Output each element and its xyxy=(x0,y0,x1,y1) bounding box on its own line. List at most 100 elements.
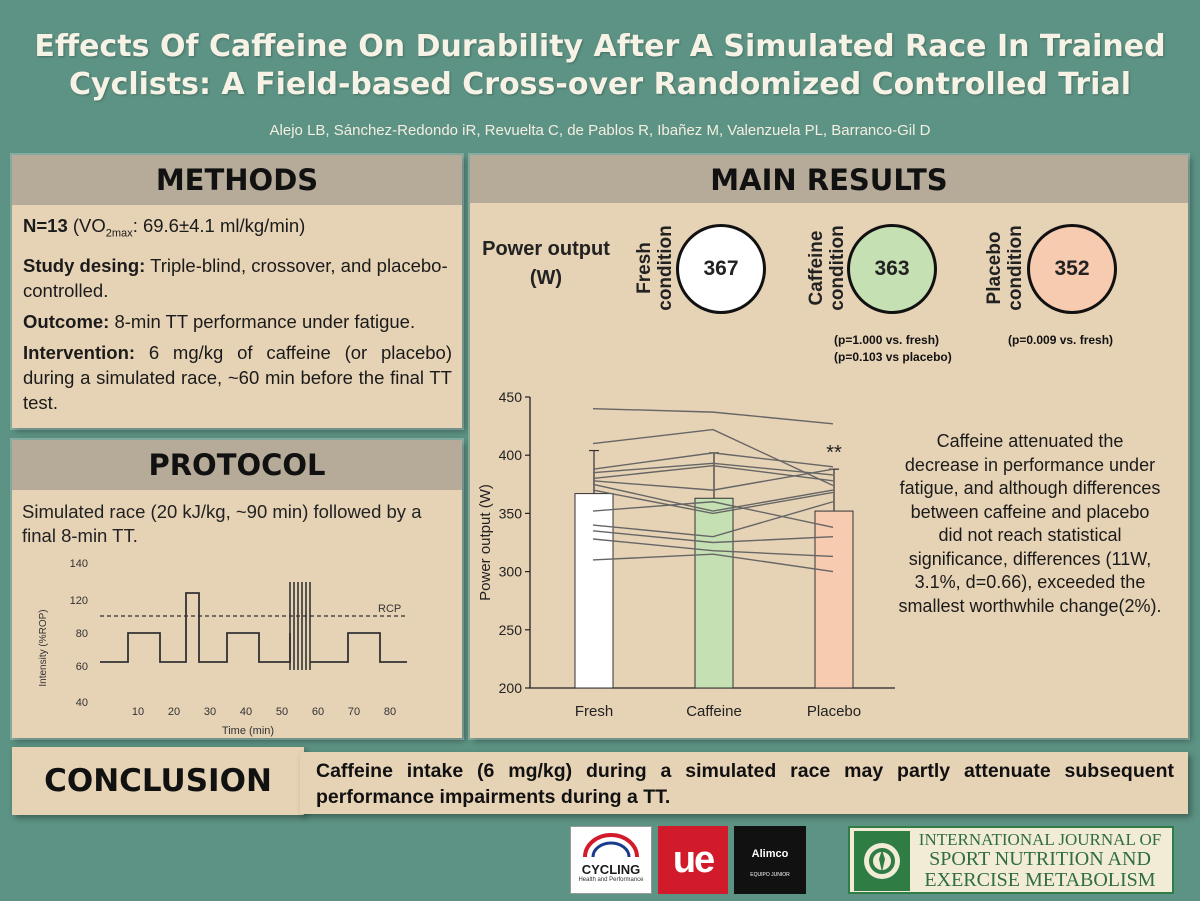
x-category-label: Fresh xyxy=(575,703,613,720)
participant-line xyxy=(592,489,834,515)
protocol-xtick: 20 xyxy=(168,706,180,718)
y-tick-label: 350 xyxy=(499,505,523,521)
ue-logo: ue xyxy=(658,826,728,894)
y-tick-label: 200 xyxy=(499,680,523,696)
outcome: Outcome: 8-min TT performance under fati… xyxy=(23,309,452,334)
protocol-ytick: 140 xyxy=(70,558,88,570)
protocol-xtick: 60 xyxy=(312,706,324,718)
journal-logo-text: INTERNATIONAL JOURNAL OF SPORT NUTRITION… xyxy=(912,830,1168,891)
placebo-pvalues: (p=0.009 vs. fresh) xyxy=(1008,332,1113,349)
title-line-2: Cyclists: A Field-based Cross-over Rando… xyxy=(69,67,1131,102)
journal-emblem-icon xyxy=(854,831,910,891)
bar-fresh xyxy=(574,493,614,689)
title-line-1: Effects Of Caffeine On Durability After … xyxy=(34,29,1166,64)
fresh-condition-label: Fresh condition xyxy=(634,225,676,311)
bar-placebo xyxy=(814,510,854,689)
conclusion-text: Caffeine intake (6 mg/kg) during a simul… xyxy=(300,752,1188,814)
protocol-ytick: 40 xyxy=(76,697,88,709)
outcome-text: 8-min TT performance under fatigue. xyxy=(109,310,416,332)
methods-panel: METHODS N=13 (VO2max: 69.6±4.1 ml/kg/min… xyxy=(12,155,462,428)
poster-title: Effects Of Caffeine On Durability After … xyxy=(0,28,1200,104)
vo2-subscript: 2max xyxy=(105,227,133,240)
participant-line xyxy=(592,538,834,558)
intervention-label: Intervention: xyxy=(23,341,136,363)
x-category-label: Caffeine xyxy=(686,703,742,720)
y-tick-label: 400 xyxy=(499,447,523,463)
cycling-arc-icon xyxy=(583,833,639,858)
participant-line xyxy=(592,428,834,487)
author-list: Alejo LB, Sánchez-Redondo iR, Revuelta C… xyxy=(269,122,931,139)
placebo-value-circle: 352 xyxy=(1027,224,1117,314)
y-axis-label: Power output (W) xyxy=(477,484,494,601)
participant-line xyxy=(592,501,834,529)
protocol-xlabel: Time (min) xyxy=(222,725,274,737)
participant-line xyxy=(592,407,834,425)
protocol-xtick: 50 xyxy=(276,706,288,718)
protocol-xtick: 70 xyxy=(348,706,360,718)
protocol-xtick: 80 xyxy=(384,706,396,718)
protocol-intensity-trace xyxy=(100,592,291,663)
participant-line xyxy=(592,483,834,512)
rcp-label: RCP xyxy=(378,603,401,615)
protocol-xtick: 30 xyxy=(204,706,216,718)
alimco-logo: Alimco EQUIPO JUNIOR xyxy=(734,826,806,894)
outcome-label: Outcome: xyxy=(23,310,110,332)
methods-body: N=13 (VO2max: 69.6±4.1 ml/kg/min) Study … xyxy=(12,205,462,415)
fresh-value-circle: 367 xyxy=(676,224,766,314)
caffeine-condition-label: Caffeine condition xyxy=(806,225,848,311)
protocol-intensity-trace-end xyxy=(310,632,407,663)
results-heading: MAIN RESULTS xyxy=(470,155,1188,203)
vo2-value: : 69.6±4.1 ml/kg/min) xyxy=(132,215,306,236)
participant-line xyxy=(592,468,834,491)
sample-size-label: N=13 xyxy=(23,215,68,236)
participant-line xyxy=(592,553,834,573)
y-tick-label: 250 xyxy=(499,622,523,638)
y-tick-label: 300 xyxy=(499,564,523,580)
protocol-chart: Intensity (%ROP) 140 120 80 60 40 RCP 10… xyxy=(38,558,407,737)
power-output-label: Power output (W) xyxy=(482,238,610,289)
protocol-ytick: 80 xyxy=(76,628,88,640)
results-summary: Caffeine attenuated the decrease in perf… xyxy=(898,431,1162,616)
participant-line xyxy=(592,452,834,470)
y-tick-label: 450 xyxy=(499,389,523,405)
results-panel: MAIN RESULTS Power output (W) Fresh cond… xyxy=(470,155,1188,738)
bar-caffeine xyxy=(694,497,734,689)
vo2-prefix: (VO xyxy=(67,215,106,236)
participant-line xyxy=(592,462,834,476)
significance-marker: ** xyxy=(826,442,842,464)
protocol-heading: PROTOCOL xyxy=(12,440,462,490)
caffeine-pvalues: (p=1.000 vs. fresh) (p=0.103 vs placebo) xyxy=(834,332,952,366)
protocol-ytick: 120 xyxy=(70,595,88,607)
study-design: Study desing: Triple-blind, crossover, a… xyxy=(23,253,452,303)
journal-logo: INTERNATIONAL JOURNAL OF SPORT NUTRITION… xyxy=(848,826,1174,894)
protocol-xtick: 10 xyxy=(132,706,144,718)
intervention-text: 6 mg/kg of caffeine (or placebo) during … xyxy=(23,341,452,413)
cycling-logo-title: CYCLING xyxy=(581,862,641,877)
protocol-ytick: 60 xyxy=(76,661,88,673)
sample-size: N=13 (VO2max: 69.6±4.1 ml/kg/min) xyxy=(23,213,452,247)
intervention: Intervention: 6 mg/kg of caffeine (or pl… xyxy=(23,340,452,415)
caffeine-pvalue-placebo: (p=0.103 vs placebo) xyxy=(834,350,952,364)
caffeine-pvalue-fresh: (p=1.000 vs. fresh) xyxy=(834,333,940,347)
protocol-panel: PROTOCOL Simulated race (20 kJ/kg, ~90 m… xyxy=(12,440,462,738)
x-category-label: Placebo xyxy=(807,703,861,720)
cycling-logo-subtitle: Health and Performance xyxy=(578,877,644,883)
placebo-pvalue-fresh: (p=0.009 vs. fresh) xyxy=(1008,333,1114,347)
power-output-bar-chart: 450 400 350 300 250 200 Power output (W) Fresh C… xyxy=(477,389,895,720)
protocol-xtick: 40 xyxy=(240,706,252,718)
study-design-text: Triple-blind, crossover, and placebo-con… xyxy=(23,254,448,301)
methods-heading: METHODS xyxy=(12,155,462,205)
journal-line-2: SPORT NUTRITION AND xyxy=(929,848,1151,870)
participant-line xyxy=(592,501,834,538)
journal-line-3: EXERCISE METABOLISM xyxy=(924,869,1156,891)
protocol-sprints xyxy=(289,582,311,670)
study-design-label: Study desing: xyxy=(23,254,146,276)
cycling-logo: CYCLING Health and Performance xyxy=(570,826,652,894)
caffeine-value-circle: 363 xyxy=(847,224,937,314)
conclusion-heading: CONCLUSION xyxy=(12,747,304,815)
placebo-condition-label: Placebo condition xyxy=(984,225,1026,311)
journal-line-1: INTERNATIONAL JOURNAL OF xyxy=(918,830,1162,849)
participant-line xyxy=(592,530,834,544)
alimco-logo-subtitle: EQUIPO JUNIOR xyxy=(750,872,790,878)
protocol-ylabel: Intensity (%ROP) xyxy=(38,609,49,686)
